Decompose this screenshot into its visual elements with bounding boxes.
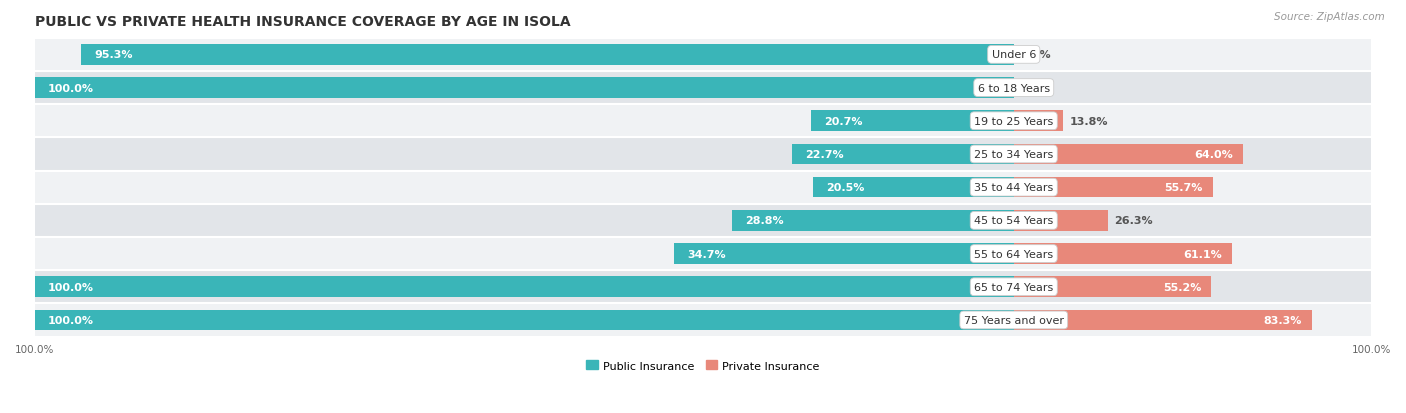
- Text: 100.0%: 100.0%: [48, 83, 94, 93]
- Text: 19 to 25 Years: 19 to 25 Years: [974, 116, 1053, 126]
- Bar: [35, 138, 1371, 171]
- Bar: [1014, 211, 1108, 231]
- Bar: [35, 277, 1014, 297]
- Bar: [1014, 178, 1213, 198]
- Bar: [35, 271, 1371, 304]
- Text: 45 to 54 Years: 45 to 54 Years: [974, 216, 1053, 226]
- Bar: [35, 171, 1371, 204]
- Text: 55.2%: 55.2%: [1163, 282, 1201, 292]
- Bar: [813, 178, 1014, 198]
- Text: 83.3%: 83.3%: [1263, 315, 1302, 325]
- Text: 34.7%: 34.7%: [688, 249, 725, 259]
- Text: 6 to 18 Years: 6 to 18 Years: [977, 83, 1050, 93]
- Text: 26.3%: 26.3%: [1115, 216, 1153, 226]
- Text: 25 to 34 Years: 25 to 34 Years: [974, 150, 1053, 159]
- Bar: [35, 204, 1371, 237]
- Bar: [80, 45, 1014, 66]
- Text: 64.0%: 64.0%: [1194, 150, 1233, 159]
- Text: 13.8%: 13.8%: [1070, 116, 1108, 126]
- Text: 61.1%: 61.1%: [1184, 249, 1222, 259]
- Legend: Public Insurance, Private Insurance: Public Insurance, Private Insurance: [582, 356, 824, 375]
- Bar: [35, 310, 1014, 330]
- Text: 28.8%: 28.8%: [745, 216, 783, 226]
- Bar: [35, 304, 1371, 337]
- Bar: [731, 211, 1014, 231]
- Text: Under 6: Under 6: [991, 50, 1036, 60]
- Text: 22.7%: 22.7%: [804, 150, 844, 159]
- Bar: [792, 144, 1014, 165]
- Text: 75 Years and over: 75 Years and over: [963, 315, 1064, 325]
- Bar: [811, 111, 1014, 132]
- Text: 20.7%: 20.7%: [824, 116, 863, 126]
- Bar: [1014, 277, 1211, 297]
- Text: 100.0%: 100.0%: [48, 315, 94, 325]
- Text: 20.5%: 20.5%: [827, 183, 865, 193]
- Bar: [35, 39, 1371, 72]
- Text: 55.7%: 55.7%: [1164, 183, 1204, 193]
- Bar: [35, 105, 1371, 138]
- Bar: [35, 237, 1371, 271]
- Text: 35 to 44 Years: 35 to 44 Years: [974, 183, 1053, 193]
- Text: 65 to 74 Years: 65 to 74 Years: [974, 282, 1053, 292]
- Text: 55 to 64 Years: 55 to 64 Years: [974, 249, 1053, 259]
- Text: 100.0%: 100.0%: [48, 282, 94, 292]
- Text: 95.3%: 95.3%: [94, 50, 132, 60]
- Bar: [673, 244, 1014, 264]
- Text: 0.0%: 0.0%: [1021, 83, 1052, 93]
- Bar: [1014, 144, 1243, 165]
- Bar: [35, 72, 1371, 105]
- Bar: [1014, 310, 1312, 330]
- Text: 0.0%: 0.0%: [1021, 50, 1052, 60]
- Text: Source: ZipAtlas.com: Source: ZipAtlas.com: [1274, 12, 1385, 22]
- Text: PUBLIC VS PRIVATE HEALTH INSURANCE COVERAGE BY AGE IN ISOLA: PUBLIC VS PRIVATE HEALTH INSURANCE COVER…: [35, 15, 571, 29]
- Bar: [35, 78, 1014, 99]
- Bar: [1014, 244, 1232, 264]
- Bar: [1014, 111, 1063, 132]
